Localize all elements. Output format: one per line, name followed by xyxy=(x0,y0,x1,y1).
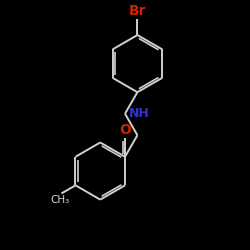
Text: CH₃: CH₃ xyxy=(51,195,70,205)
Text: NH: NH xyxy=(129,107,150,120)
Text: O: O xyxy=(119,123,131,137)
Text: Br: Br xyxy=(129,4,146,18)
